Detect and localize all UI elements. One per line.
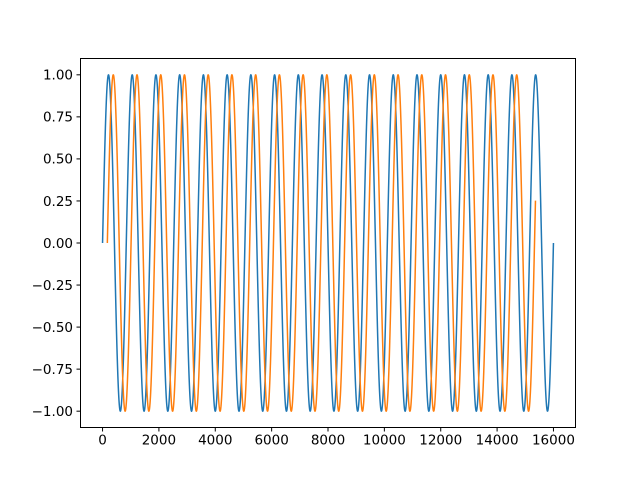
y-tick-label: −0.75 xyxy=(32,362,73,378)
y-tick-label: 0.50 xyxy=(43,152,73,168)
x-tick-label: 10000 xyxy=(363,433,406,449)
y-tick-label: 0.75 xyxy=(43,110,73,126)
x-axis: 0 2000 4000 6000 8000 10000 12000 14000 16000 xyxy=(98,428,575,449)
x-tick-label: 6000 xyxy=(254,433,288,449)
sine-wave-delayed-line xyxy=(106,74,537,412)
x-tick-label: 0 xyxy=(98,433,107,449)
y-tick-label: 0.00 xyxy=(43,236,73,252)
x-tick-label: 4000 xyxy=(198,433,232,449)
x-tick-label: 8000 xyxy=(311,433,345,449)
x-tick-label: 14000 xyxy=(476,433,519,449)
y-tick-label: 0.25 xyxy=(43,194,73,210)
series-lines xyxy=(101,74,555,412)
sine-wave-original-line xyxy=(101,74,555,412)
plot-border xyxy=(80,58,576,428)
y-tick-label: 1.00 xyxy=(43,68,73,84)
x-tick-label: 16000 xyxy=(532,433,575,449)
x-tick-label: 12000 xyxy=(419,433,462,449)
y-tick-label: −0.25 xyxy=(32,278,73,294)
y-tick-label: −1.00 xyxy=(32,404,73,420)
y-axis: 1.00 0.75 0.50 0.25 0.00 −0.25 −0.50 −0.75 −1.00 xyxy=(32,68,80,420)
x-tick-label: 2000 xyxy=(142,433,176,449)
axes-border xyxy=(80,58,576,428)
y-tick-label: −0.50 xyxy=(32,320,73,336)
